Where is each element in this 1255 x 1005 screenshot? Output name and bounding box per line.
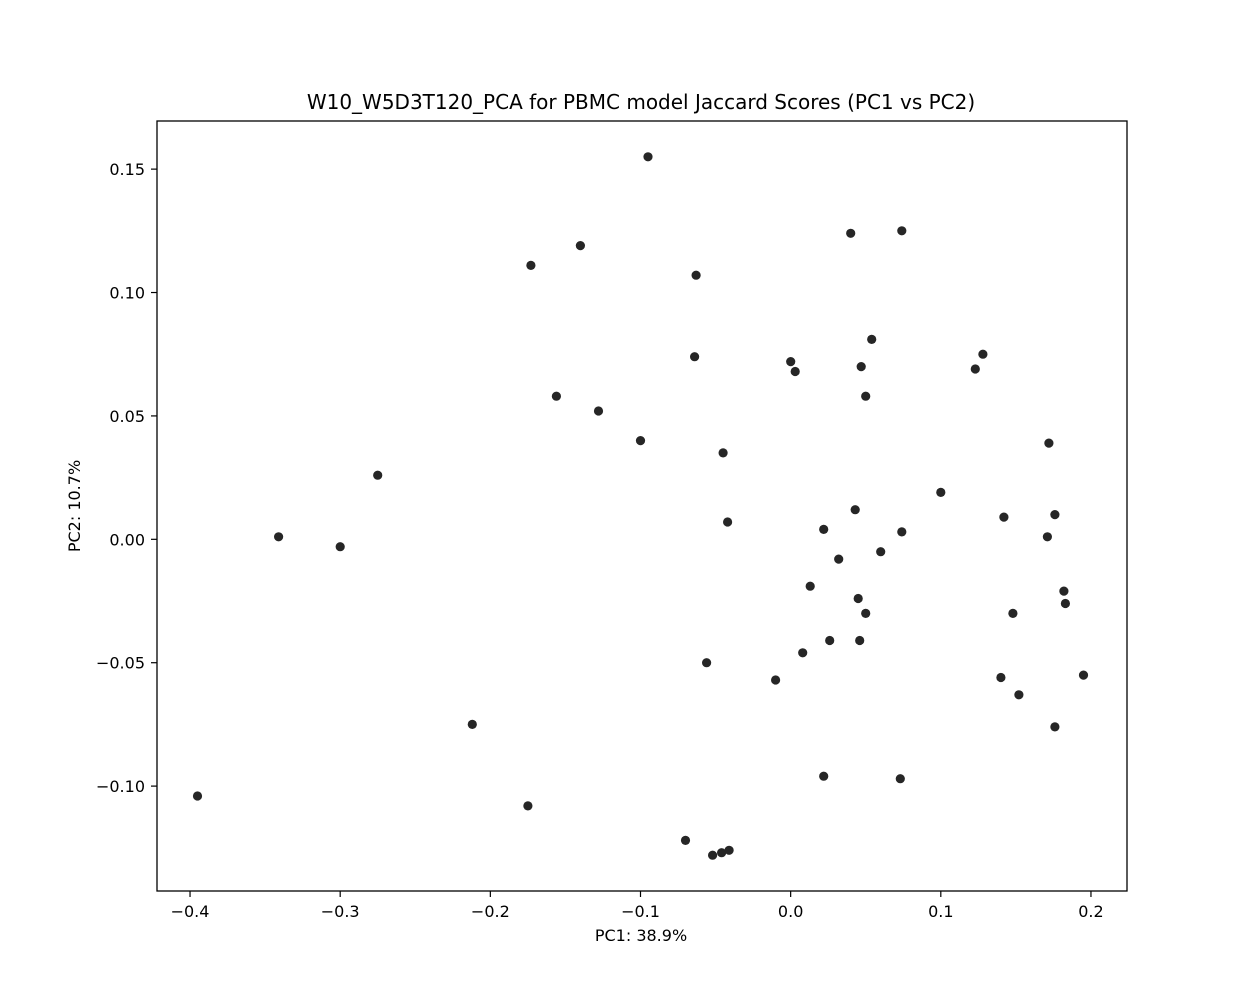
x-axis-label: PC1: 38.9% [595, 926, 687, 945]
data-point [373, 470, 383, 480]
data-point [786, 357, 796, 367]
chart-title: W10_W5D3T120_PCA for PBMC model Jaccard … [307, 90, 975, 114]
data-point [702, 658, 712, 668]
x-tick-label: −0.2 [471, 902, 510, 921]
data-point [978, 349, 988, 359]
data-point [723, 517, 733, 527]
data-point [717, 848, 727, 858]
data-point [825, 635, 835, 646]
data-point [846, 228, 856, 238]
data-point [897, 226, 907, 236]
data-point [861, 391, 871, 401]
data-point [897, 527, 907, 537]
data-point [274, 532, 284, 542]
points-layer [192, 152, 1089, 860]
data-point [895, 774, 905, 784]
data-point [819, 524, 829, 535]
data-point [855, 635, 865, 646]
x-tick-label: −0.1 [621, 902, 660, 921]
data-point [819, 771, 829, 781]
x-tick-label: 0.2 [1078, 902, 1103, 921]
data-point [1060, 598, 1070, 609]
data-point [771, 675, 781, 685]
data-point [1050, 509, 1060, 520]
data-point [680, 835, 691, 846]
data-point [996, 672, 1006, 683]
data-point [876, 547, 886, 557]
y-tick-label: 0.00 [109, 530, 145, 549]
x-tick-label: 0.0 [778, 902, 803, 921]
data-point [718, 448, 728, 458]
data-point [1014, 690, 1024, 700]
data-point [856, 362, 866, 372]
data-point [593, 406, 604, 416]
data-point [575, 241, 586, 251]
y-tick-label: −0.10 [96, 777, 145, 796]
data-point [690, 352, 700, 362]
data-point [691, 270, 701, 280]
y-axis-label: PC2: 10.7% [65, 460, 84, 552]
y-tick-label: 0.10 [109, 284, 145, 303]
data-point [790, 366, 800, 377]
data-point [1050, 722, 1060, 732]
data-point [805, 581, 815, 591]
data-point [936, 487, 946, 497]
x-tick-label: −0.3 [321, 902, 360, 921]
data-point [526, 260, 536, 270]
data-point [867, 334, 877, 344]
data-point [192, 791, 203, 801]
data-point [1078, 670, 1089, 680]
data-point [724, 845, 734, 855]
data-point [834, 554, 844, 564]
x-tick-label: 0.1 [928, 902, 953, 921]
y-tick-label: 0.05 [109, 407, 145, 426]
data-point [643, 152, 653, 162]
data-point [467, 719, 477, 730]
x-tick-label: −0.4 [171, 902, 210, 921]
y-tick-label: 0.15 [109, 160, 145, 179]
data-point [1059, 586, 1069, 596]
plot-area-frame [156, 120, 1128, 892]
data-point [999, 512, 1009, 522]
data-point [798, 648, 808, 658]
data-point [708, 850, 718, 860]
data-point [853, 593, 863, 604]
data-point [1042, 532, 1052, 542]
data-point [1008, 608, 1018, 619]
data-point [335, 542, 345, 552]
y-tick-label: −0.05 [96, 654, 145, 673]
data-point [850, 505, 860, 515]
data-point [861, 608, 871, 619]
data-point [523, 801, 533, 811]
data-point [635, 436, 646, 446]
y-axis: −0.10 −0.05 0.00 0.05 0.10 0.15 [96, 160, 157, 796]
data-point [1044, 438, 1054, 448]
data-point [551, 391, 562, 401]
data-point [970, 364, 980, 374]
x-axis: −0.4 −0.3 −0.2 −0.1 0.0 0.1 0.2 [171, 891, 1104, 921]
